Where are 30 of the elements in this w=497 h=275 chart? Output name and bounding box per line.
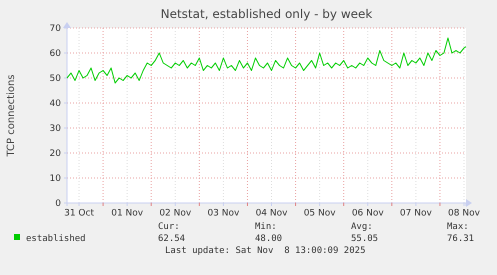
x-tick-label: 01 Nov [111,208,144,218]
x-tick-label: 08 Nov [448,208,481,218]
y-tick-label: 10 [50,174,62,184]
x-tick-label: 06 Nov [352,208,384,218]
y-tick-label: 20 [50,148,62,159]
legend-label: established [26,234,86,244]
y-tick-label: 0 [55,198,62,209]
chart-title: Netstat, established only - by week [160,7,372,21]
x-tick-label: 04 Nov [256,208,288,218]
x-tick-label: 07 Nov [400,208,432,218]
text: Min: [255,222,277,232]
y-tick-label: 70 [50,24,62,34]
text: Avg: [351,222,373,232]
text: Cur: [158,222,180,232]
y-tick-label: 30 [50,124,62,134]
text: Max: [447,222,469,232]
x-tick-label: 03 Nov [207,208,240,218]
x-tick-label: 05 Nov [304,208,336,218]
line-series [66,38,466,84]
y-axis-title: TCP connections [6,74,17,158]
y-tick-label: 50 [50,74,62,84]
text: Last update: Sat Nov 8 13:00:09 2025 [165,246,366,256]
text: 76.31 [447,234,474,244]
text: 62.54 [158,234,186,244]
y-tick-label: 40 [50,98,62,109]
text: 48.00 [255,234,282,244]
text: 55.05 [351,234,378,244]
y-tick-label: 60 [50,48,62,59]
x-tick-label: 02 Nov [159,208,192,218]
x-tick-label: 31 Oct [64,208,94,218]
